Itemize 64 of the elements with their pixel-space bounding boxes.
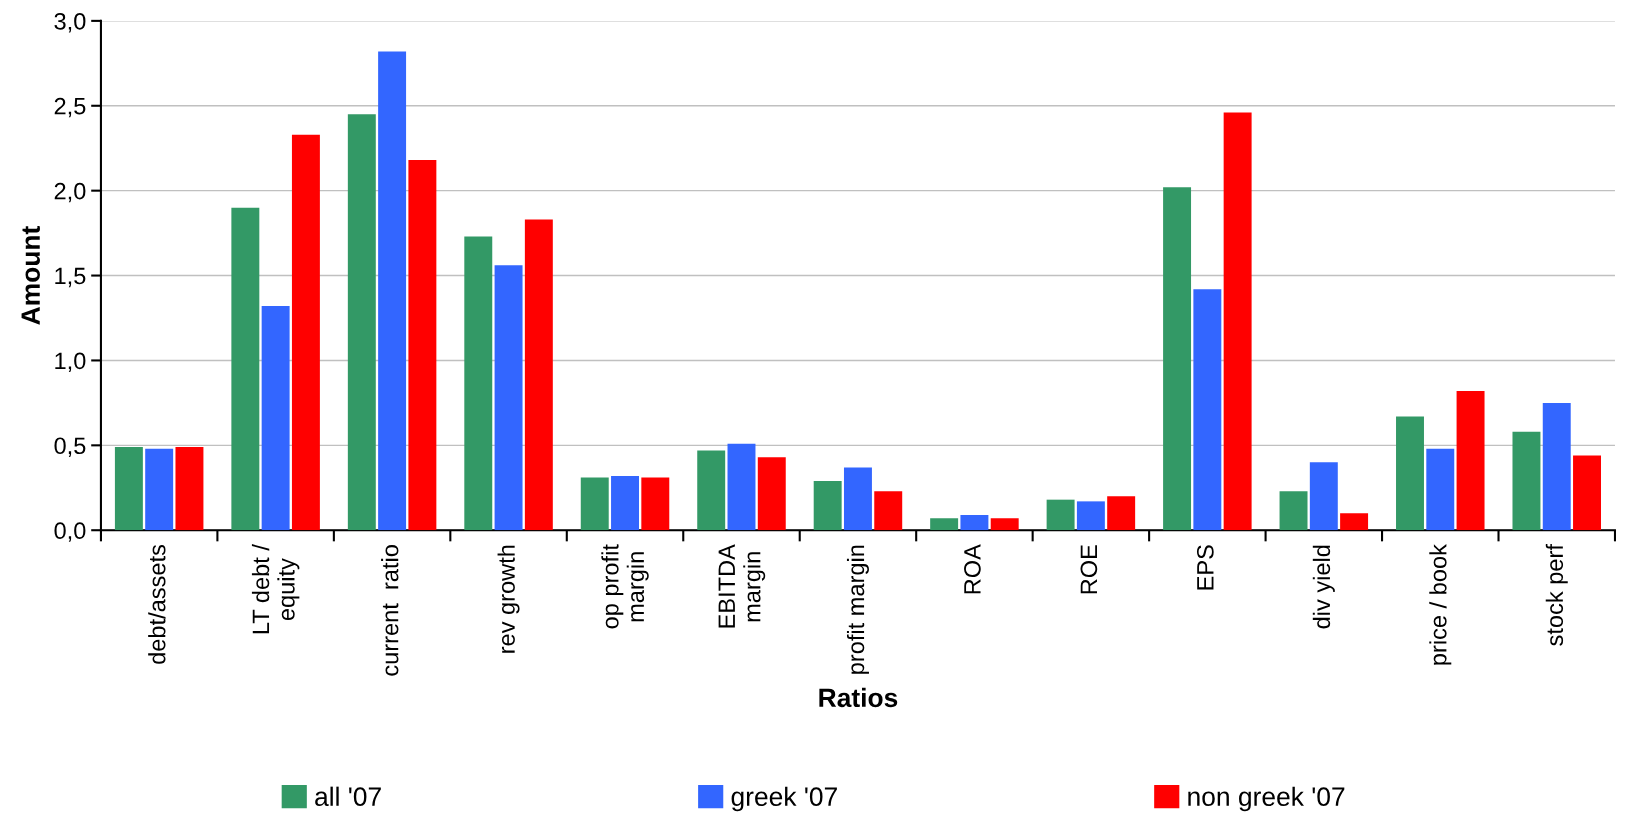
bar (843, 467, 872, 531)
x-tick-label: debt/assets (148, 544, 166, 664)
bar (1279, 491, 1308, 531)
bar (464, 236, 493, 531)
bar (1340, 513, 1369, 531)
bar (1309, 462, 1338, 531)
bar (1163, 187, 1192, 531)
x-tick-label: op profit margin (601, 544, 649, 629)
y-tick-label: 2,5 (54, 97, 86, 118)
bar (990, 518, 1019, 531)
x-tick-label: EBITDA margin (718, 544, 766, 628)
y-tick-label: 3,0 (54, 12, 86, 33)
y-tick-label: 2,0 (54, 182, 86, 203)
x-axis-title: Ratios (819, 687, 898, 708)
bar (813, 480, 842, 531)
bar (145, 448, 174, 531)
bar (641, 477, 670, 531)
bar (524, 219, 553, 531)
bar (757, 457, 786, 531)
x-tick-label: price / book (1429, 544, 1452, 665)
bar (408, 160, 437, 531)
y-tick-label: 1,5 (55, 267, 86, 288)
bar (1426, 448, 1455, 531)
bar (1512, 431, 1541, 531)
bar (1223, 112, 1252, 531)
legend-label: non greek '07 (1188, 786, 1345, 812)
bar (1193, 289, 1222, 531)
bar (378, 51, 407, 531)
x-tick-label: LT debt / equity (251, 544, 300, 634)
bar (1396, 416, 1424, 531)
bar (960, 514, 989, 531)
bar (1046, 499, 1075, 531)
bar (175, 447, 204, 531)
y-tick-label: 1,0 (55, 352, 86, 373)
bar (114, 447, 143, 531)
bar (1076, 501, 1105, 531)
bar (580, 477, 609, 531)
bar (494, 265, 523, 531)
x-tick-label: ROE (1080, 545, 1098, 594)
legend-label: all '07 (315, 786, 381, 807)
bar (1107, 496, 1136, 531)
bar (347, 114, 376, 531)
bar (697, 450, 726, 531)
x-tick-label: stock perf (1545, 544, 1568, 646)
x-tick-label: div yield (1312, 545, 1335, 629)
bar (1573, 455, 1601, 531)
x-tick-label: rev growth (497, 545, 520, 653)
bar (1542, 402, 1571, 531)
y-axis-title: Amount (21, 226, 40, 325)
x-tick-label: EPS (1196, 545, 1214, 590)
legend-label: greek '07 (731, 786, 837, 812)
bar (231, 207, 260, 531)
y-tick-label: 0,5 (54, 437, 86, 457)
bar (261, 306, 290, 531)
y-tick-label: 0,0 (54, 522, 86, 542)
bar (727, 443, 756, 531)
bar (611, 475, 639, 531)
x-tick-label: current ratio (381, 545, 399, 676)
bar (930, 518, 959, 531)
bar (874, 491, 903, 531)
x-tick-label: profit margin (846, 545, 869, 674)
x-tick-label: ROA (964, 544, 981, 594)
bar (291, 134, 320, 531)
bar (1456, 391, 1485, 531)
